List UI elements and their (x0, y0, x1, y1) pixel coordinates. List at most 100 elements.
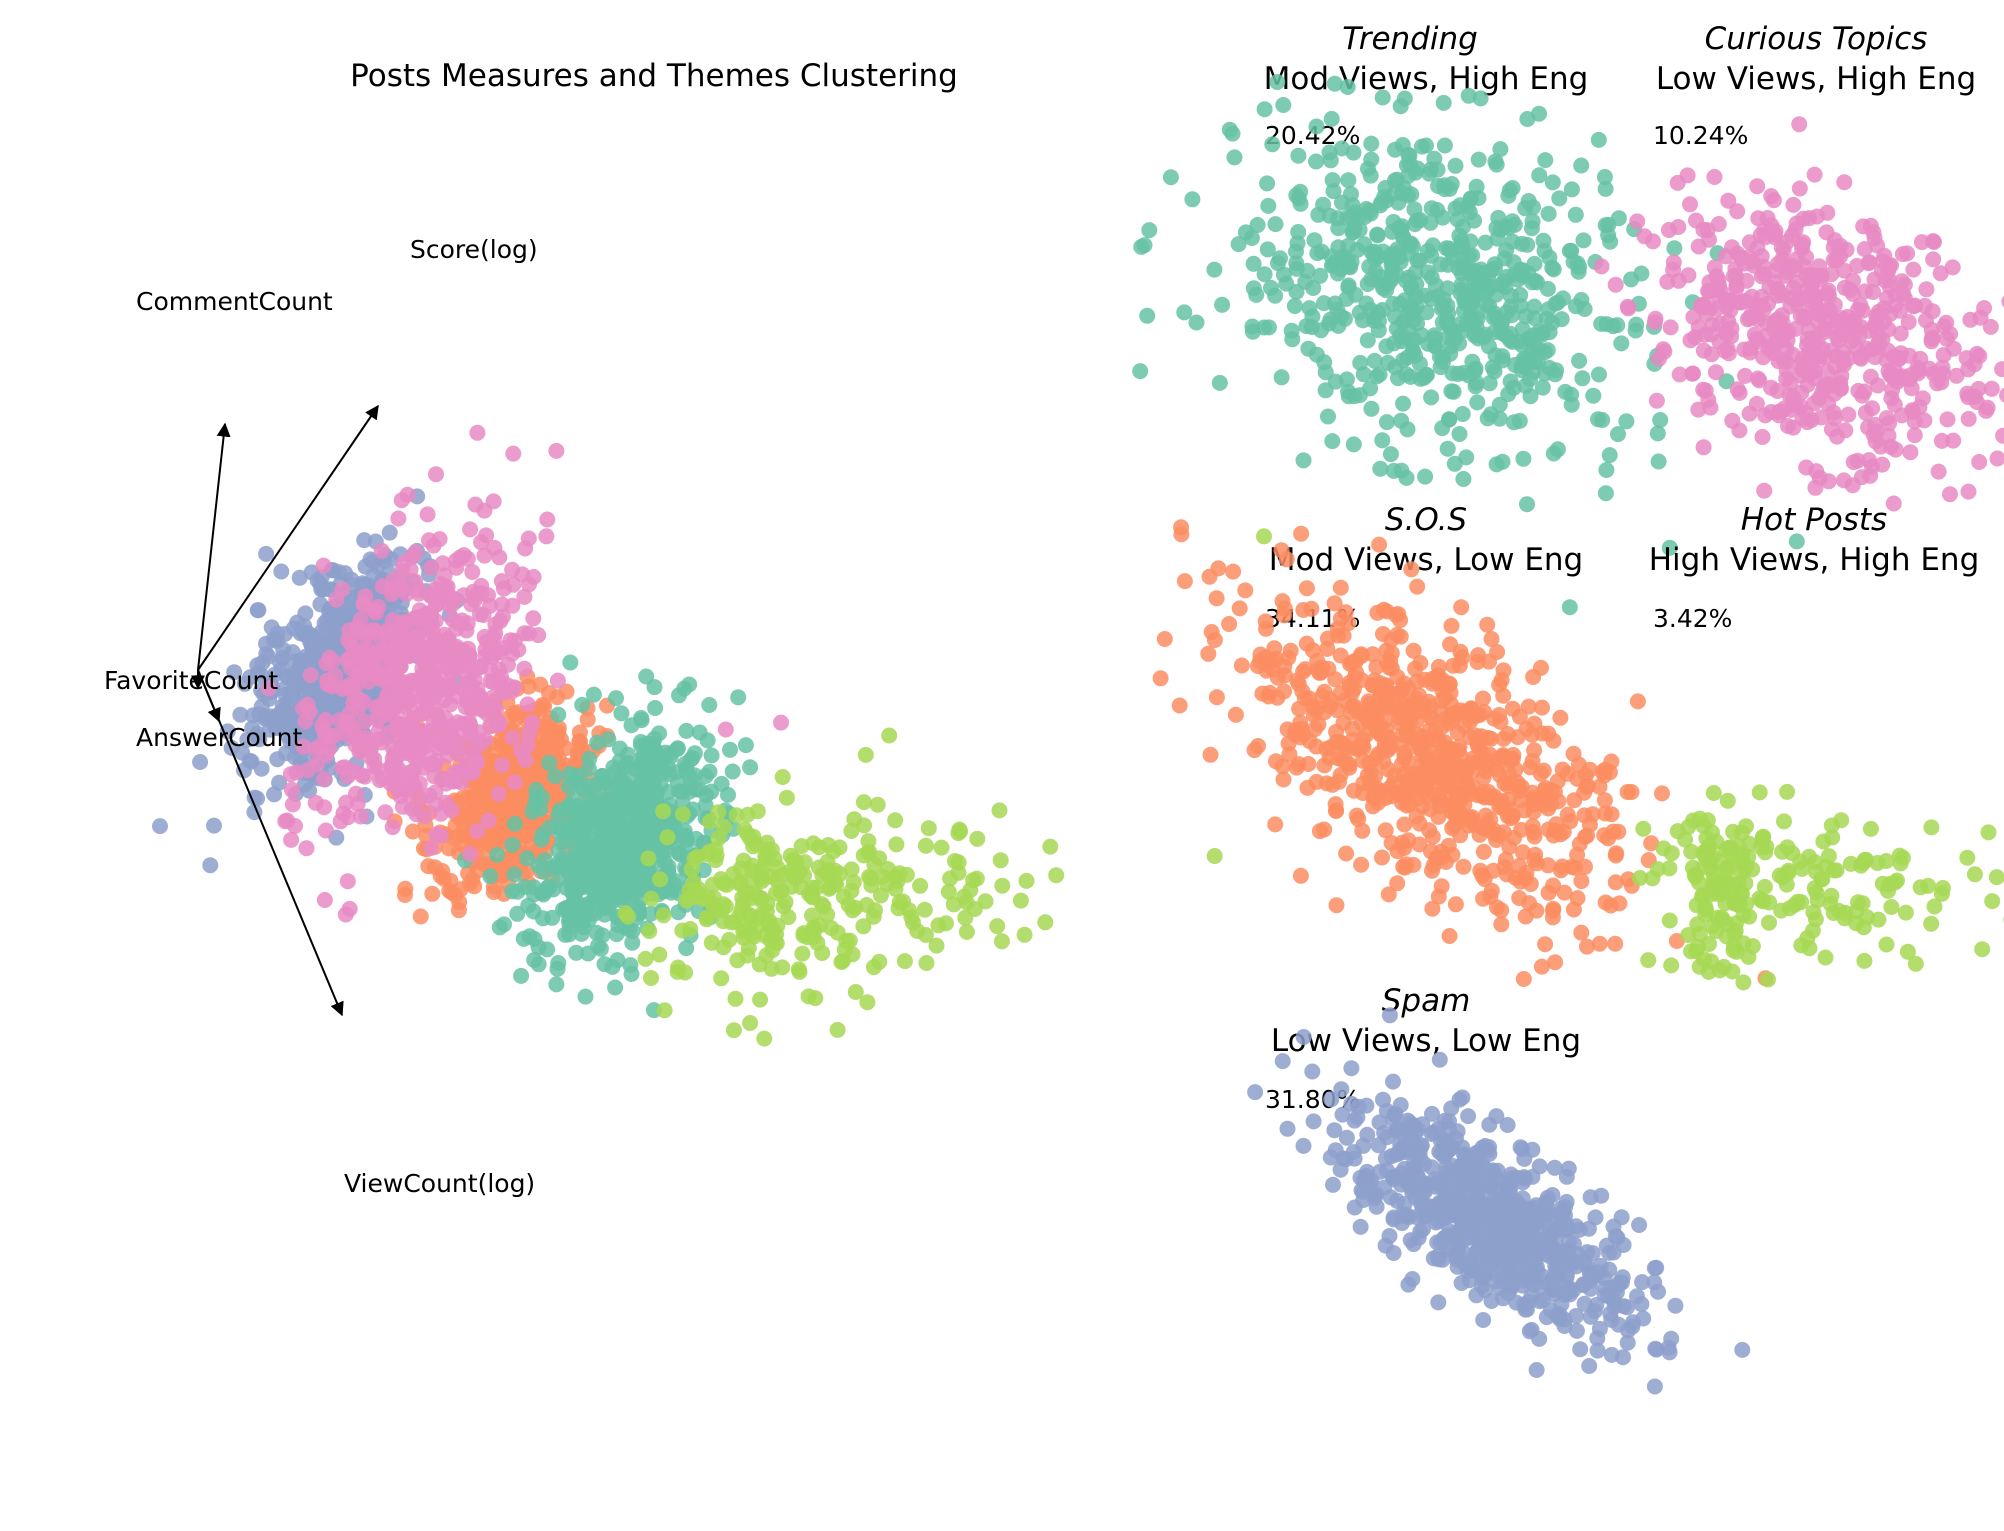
point-trending (1423, 389, 1440, 406)
point-curious-topics (1874, 456, 1891, 473)
point-trending (1188, 314, 1205, 331)
point-curious-topics (1850, 382, 1867, 399)
point-curious-topics (1942, 486, 1958, 503)
point-curious-topics (1948, 367, 1965, 384)
point-hot-posts (796, 854, 813, 871)
point-trending (617, 812, 634, 829)
point-s-o-s (1535, 762, 1552, 779)
point-trending (608, 690, 624, 707)
point-trending (1221, 121, 1238, 138)
point-curious-topics (378, 623, 395, 639)
point-trending (527, 796, 544, 813)
point-curious-topics (1792, 308, 1809, 325)
point-trending (581, 750, 598, 767)
point-trending (1466, 212, 1483, 229)
point-hot-posts (744, 857, 761, 874)
point-trending (1346, 219, 1362, 236)
point-trending (671, 687, 687, 704)
point-spam (313, 581, 330, 598)
point-s-o-s (1488, 899, 1505, 916)
point-trending (1504, 233, 1521, 250)
point-curious-topics (1901, 347, 1918, 364)
point-trending (1451, 426, 1468, 442)
point-s-o-s (1354, 822, 1371, 839)
panel-title-sos: S.O.S (1385, 502, 1467, 538)
point-hot-posts (847, 984, 864, 1000)
point-hot-posts (1870, 911, 1887, 928)
point-hot-posts (1856, 952, 1873, 969)
point-s-o-s (1176, 573, 1193, 590)
point-hot-posts (717, 898, 734, 915)
point-s-o-s (1311, 664, 1328, 681)
point-trending (678, 940, 695, 957)
point-trending (550, 855, 567, 872)
point-hot-posts (1663, 845, 1680, 862)
point-trending (1286, 298, 1303, 314)
panel-title-trending: Trending (1342, 21, 1478, 57)
point-s-o-s (1298, 635, 1315, 652)
point-curious-topics (462, 764, 479, 781)
point-trending (557, 901, 574, 918)
point-spam (277, 626, 293, 642)
point-s-o-s (1610, 823, 1627, 840)
point-hot-posts (1805, 904, 1822, 921)
vector-label: FavoriteCount (104, 666, 278, 695)
point-s-o-s (1327, 671, 1344, 688)
point-trending (1380, 275, 1397, 292)
point-trending (1561, 599, 1578, 616)
point-curious-topics (392, 788, 409, 805)
point-trending (1531, 105, 1547, 122)
point-curious-topics (368, 604, 384, 621)
point-s-o-s (1403, 561, 1420, 578)
point-s-o-s (1392, 628, 1409, 645)
point-trending (1505, 379, 1522, 396)
point-curious-topics (1923, 321, 1940, 338)
point-curious-topics (361, 625, 378, 642)
point-curious-topics (1840, 406, 1857, 423)
point-trending (1283, 322, 1300, 339)
point-hot-posts (888, 836, 905, 853)
point-curious-topics (1620, 300, 1637, 317)
point-s-o-s (1316, 757, 1333, 774)
point-curious-topics (1729, 245, 1746, 262)
point-curious-topics (538, 528, 555, 545)
point-curious-topics (1593, 258, 1610, 275)
point-trending (1526, 310, 1543, 327)
point-s-o-s (1431, 732, 1448, 749)
point-trending (1413, 327, 1430, 344)
point-hot-posts (829, 1021, 846, 1038)
point-trending (537, 883, 554, 900)
point-trending (1322, 152, 1339, 169)
point-curious-topics (337, 906, 354, 923)
point-hot-posts (1756, 878, 1773, 895)
point-trending (1445, 383, 1462, 400)
point-hot-posts (690, 888, 707, 905)
point-curious-topics (482, 718, 499, 734)
point-trending (691, 724, 708, 741)
point-s-o-s (1363, 763, 1380, 780)
point-curious-topics (1703, 326, 1720, 343)
point-curious-topics (1728, 280, 1745, 297)
point-hot-posts (620, 908, 636, 925)
point-hot-posts (1754, 829, 1771, 846)
point-trending (1565, 254, 1582, 270)
point-s-o-s (1424, 828, 1441, 845)
point-curious-topics (1869, 323, 1886, 340)
point-trending (621, 921, 638, 938)
point-trending (1141, 222, 1158, 239)
point-hot-posts (1663, 957, 1680, 974)
point-curious-topics (1885, 495, 1902, 512)
point-curious-topics (1978, 402, 1995, 419)
point-trending (1267, 216, 1284, 233)
point-s-o-s (1353, 647, 1370, 664)
point-trending (1295, 452, 1312, 469)
point-s-o-s (1515, 971, 1532, 987)
point-trending (1256, 101, 1273, 118)
point-s-o-s (1292, 867, 1309, 884)
point-trending (1463, 296, 1479, 313)
point-s-o-s (1344, 698, 1361, 715)
point-curious-topics (351, 662, 368, 678)
point-trending (572, 805, 589, 822)
point-hot-posts (841, 932, 858, 949)
point-trending (561, 797, 578, 814)
